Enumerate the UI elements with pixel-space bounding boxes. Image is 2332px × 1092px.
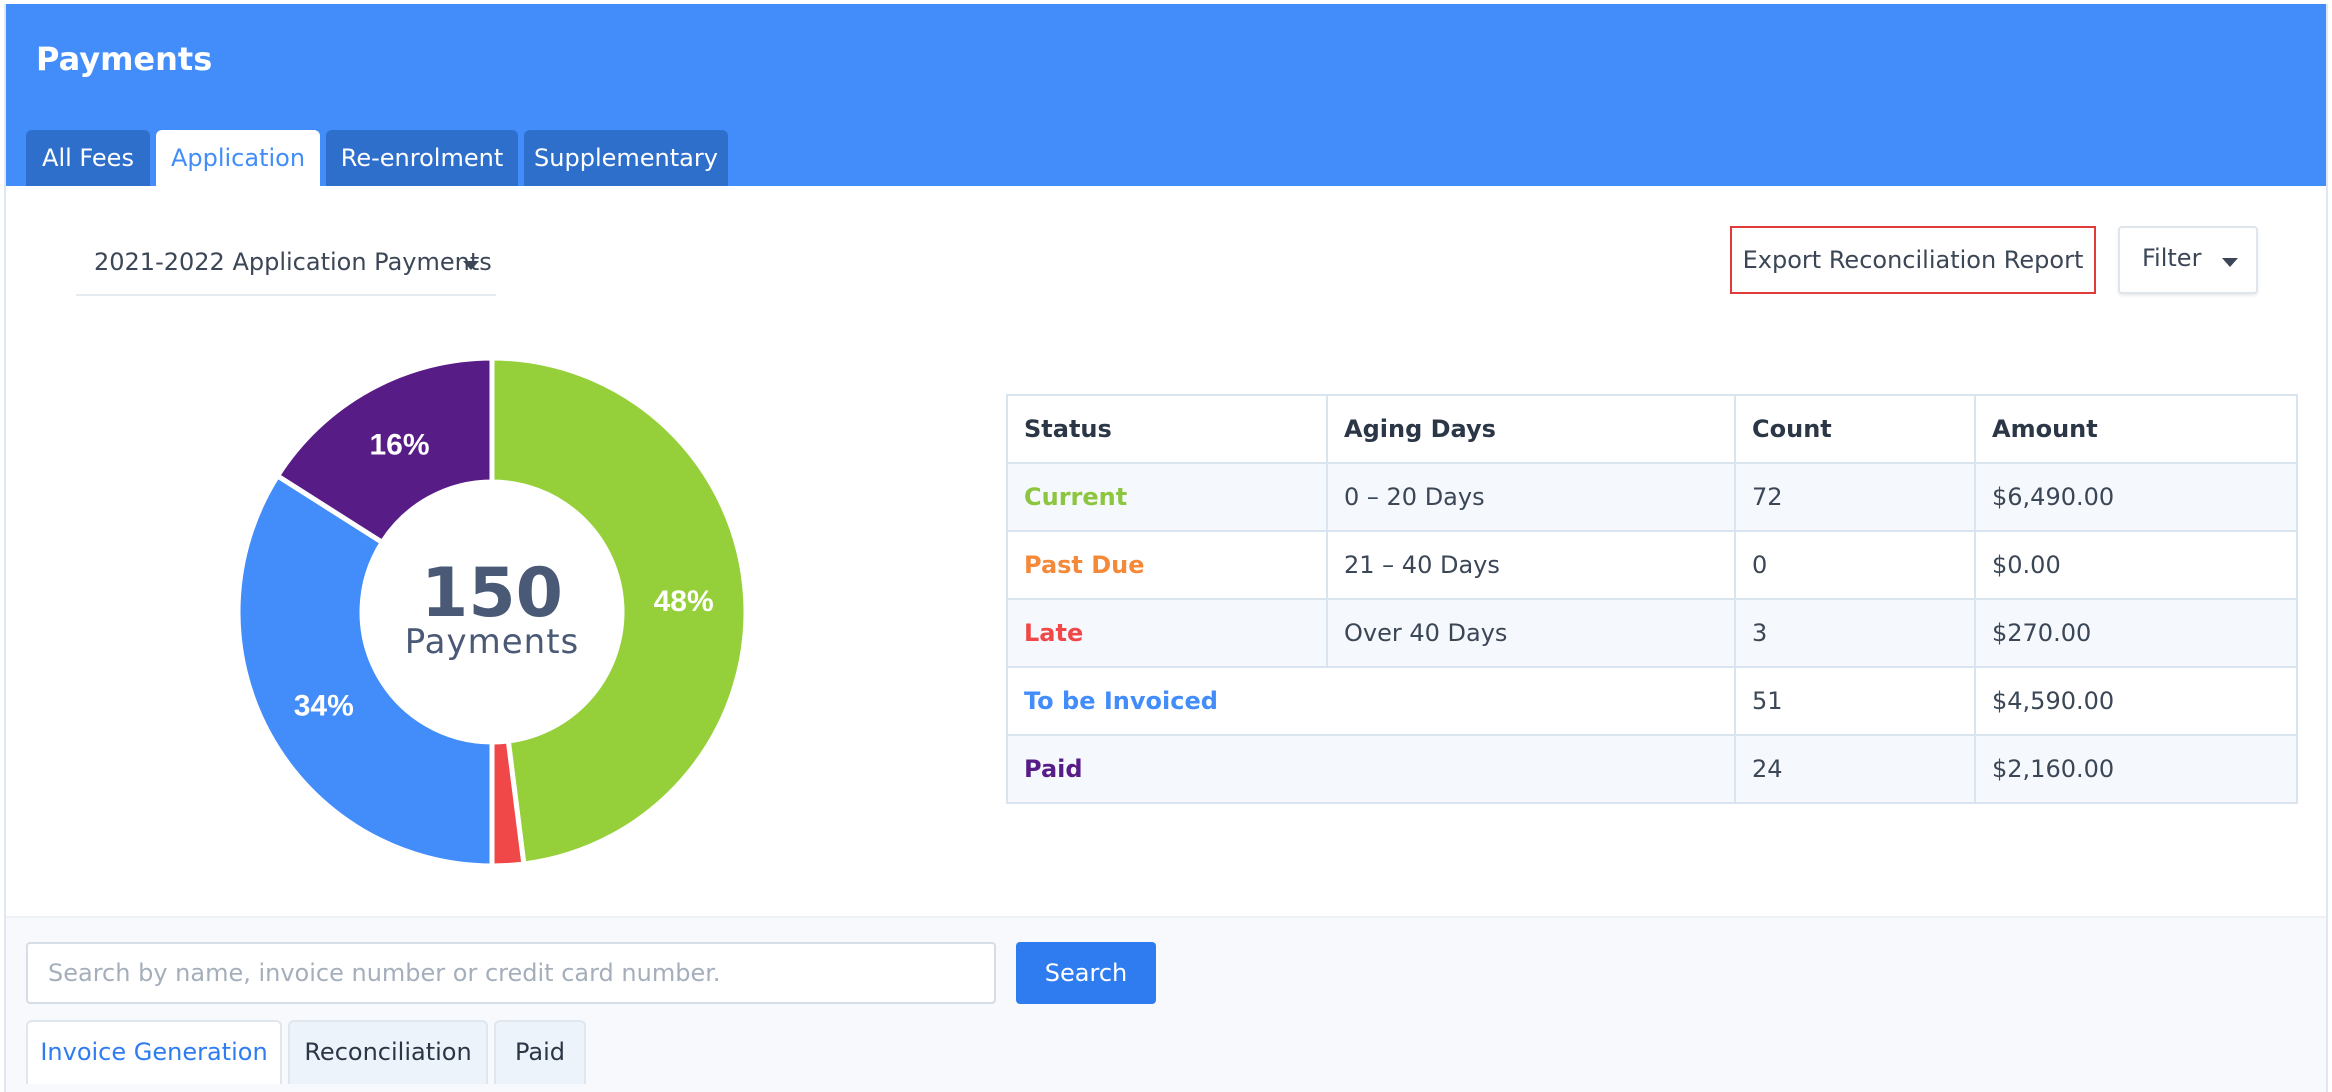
amount-cell: $4,590.00 — [1974, 666, 2298, 736]
aging-cell: 0 – 20 Days — [1326, 462, 1736, 532]
column-header-aging-days: Aging Days — [1326, 394, 1736, 464]
donut-label-paid: 16% — [369, 429, 429, 462]
donut-total-unit: Payments — [404, 622, 580, 662]
donut-label-current: 48% — [654, 585, 714, 618]
column-header-count: Count — [1734, 394, 1976, 464]
count-cell: 0 — [1734, 530, 1976, 600]
table-row-past-due: Past Due 21 – 40 Days 0 $0.00 — [1006, 530, 2298, 600]
table-row-late: Late Over 40 Days 3 $270.00 — [1006, 598, 2298, 668]
subtab-invoice-generation[interactable]: Invoice Generation — [26, 1020, 282, 1084]
export-reconciliation-report-button[interactable]: Export Reconciliation Report — [1730, 226, 2096, 294]
column-header-status: Status — [1006, 394, 1328, 464]
tab-supplementary[interactable]: Supplementary — [524, 130, 728, 186]
payments-donut-chart: 48% 34% 16% — [235, 355, 749, 869]
count-cell: 72 — [1734, 462, 1976, 532]
subtab-paid[interactable]: Paid — [494, 1020, 586, 1084]
search-input[interactable] — [26, 942, 996, 1004]
tab-application[interactable]: Application — [156, 130, 320, 186]
column-header-amount: Amount — [1974, 394, 2298, 464]
count-cell: 51 — [1734, 666, 1976, 736]
aging-cell: Over 40 Days — [1326, 598, 1736, 668]
donut-slice-to-be-invoiced — [235, 472, 495, 869]
donut-slice-current — [489, 355, 749, 867]
donut-total-count: 150 — [421, 554, 563, 633]
status-cell: Paid — [1006, 734, 1736, 804]
caret-down-icon — [2222, 258, 2238, 267]
count-cell: 24 — [1734, 734, 1976, 804]
search-button[interactable]: Search — [1016, 942, 1156, 1004]
filter-button-label: Filter — [2142, 244, 2202, 272]
tab-all-fees[interactable]: All Fees — [26, 130, 150, 186]
payments-panel: Payments All Fees Application Re-enrolme… — [4, 4, 2328, 1092]
donut-slice-paid — [274, 355, 495, 546]
aging-cell: 21 – 40 Days — [1326, 530, 1736, 600]
amount-cell: $6,490.00 — [1974, 462, 2298, 532]
count-cell: 3 — [1734, 598, 1976, 668]
table-header-row: Status Aging Days Count Amount — [1006, 394, 2298, 464]
search-and-subtabs: Search Invoice Generation Reconciliation… — [6, 916, 2326, 1092]
table-row-to-be-invoiced: To be Invoiced 51 $4,590.00 — [1006, 666, 2298, 736]
period-dropdown-value: 2021-2022 Application Payments — [94, 248, 492, 276]
tab-re-enrolment[interactable]: Re-enrolment — [326, 130, 518, 186]
page-header: Payments All Fees Application Re-enrolme… — [6, 4, 2326, 186]
filter-button[interactable]: Filter — [2118, 226, 2258, 294]
page-title: Payments — [36, 40, 213, 78]
status-cell: To be Invoiced — [1006, 666, 1736, 736]
payment-status-table: Status Aging Days Count Amount Current 0… — [1006, 394, 2298, 804]
caret-down-icon — [463, 261, 479, 270]
amount-cell: $2,160.00 — [1974, 734, 2298, 804]
table-row-paid: Paid 24 $2,160.00 — [1006, 734, 2298, 804]
subtab-reconciliation[interactable]: Reconciliation — [288, 1020, 488, 1084]
amount-cell: $0.00 — [1974, 530, 2298, 600]
donut-label-to-be-invoiced: 34% — [294, 689, 354, 722]
status-cell: Current — [1006, 462, 1328, 532]
amount-cell: $270.00 — [1974, 598, 2298, 668]
period-dropdown[interactable]: 2021-2022 Application Payments — [76, 234, 496, 296]
status-cell: Past Due — [1006, 530, 1328, 600]
table-row-current: Current 0 – 20 Days 72 $6,490.00 — [1006, 462, 2298, 532]
status-cell: Late — [1006, 598, 1328, 668]
